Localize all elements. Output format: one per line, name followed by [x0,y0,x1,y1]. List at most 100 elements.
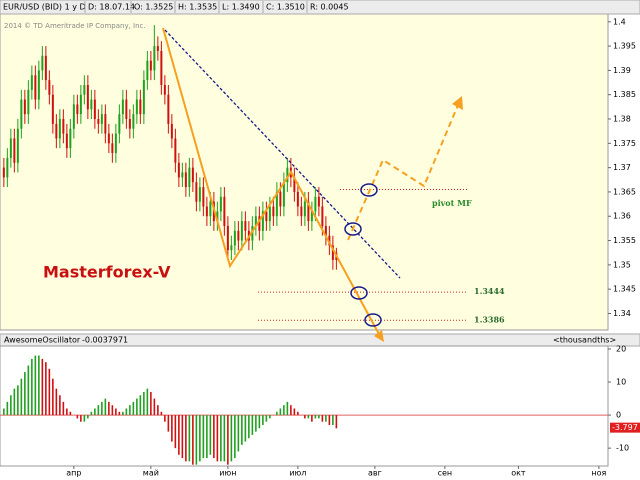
candle-body [160,50,163,85]
oscillator-title: AwesomeOscillator [4,336,81,345]
candle-body [174,138,177,163]
candle-body [27,89,30,115]
candle-body [139,99,142,115]
candle-body [209,201,212,217]
candle-body [16,128,19,163]
info-text: R: 0.0045 [310,3,349,12]
candle-body [282,182,285,207]
candle-body [205,206,208,217]
candle-body [198,187,201,202]
last-value-box [610,422,640,433]
candle-body [118,114,121,134]
candle-body [55,123,58,139]
candle-body [132,114,135,129]
x-tick-label: апр [66,469,81,478]
oscillator-value: -0.0037971 [82,336,128,345]
level-label: 1.3386 [474,314,505,324]
candle-body [107,133,110,144]
x-tick-label: ноя [591,469,606,478]
candle-body [93,99,96,120]
level-label: 1.3444 [474,286,505,296]
candle-body [216,211,219,222]
candle-body [72,104,75,129]
candle-body [170,123,173,139]
candle-body [261,211,264,231]
y-tick-label: 1.395 [613,42,636,51]
x-tick-label: июл [289,469,306,478]
marker-ellipse [350,286,368,300]
y-tick-label: 1.385 [613,90,636,99]
price-panel [0,13,609,331]
y-tick-label: 1.345 [613,285,636,294]
oscillator-panel [0,345,609,467]
y-tick-label: 1.4 [613,17,626,26]
info-text: H: 1.3535 [178,3,217,12]
candle-body [307,201,310,222]
candle-body [20,99,23,129]
marker-ellipse [364,313,382,327]
candle-body [223,196,226,226]
candle-body [104,114,107,134]
candle-body [310,211,313,222]
candle-body [279,191,282,207]
candle-body [254,216,257,226]
candle-body [41,55,44,71]
last-value-label: -3.797 [612,423,638,432]
y-tick-label: 1.39 [613,66,631,75]
candle-body [219,196,222,212]
info: D: 18.07.14O: 1.3525 H: 1.3535 L: 1.3490 C:… [84,1,349,13]
candle-body [23,99,26,115]
candle-body [226,225,229,251]
candle-body [258,216,261,231]
candle-body [149,60,152,71]
candle-body [146,60,149,81]
candle-body [100,114,103,124]
wave-line [162,27,381,337]
marker-ellipse [360,183,378,197]
candle-body [90,99,93,110]
candle-body [303,201,306,217]
candle-body [265,211,268,222]
y-tick-label: 1.38 [613,115,631,124]
candle-body [44,55,47,81]
candle-body [296,191,299,207]
info-text: L: 1.3490 [222,3,260,12]
candle-body [97,119,100,124]
candle-body [135,99,138,115]
candle-body [114,133,117,154]
candle-body [321,206,324,226]
candle-body [195,182,198,202]
candle-body [237,230,240,241]
candle-body [268,206,271,222]
candle-body [128,119,131,129]
candle-body [191,167,194,183]
candle-body [125,99,128,120]
candle-body [34,75,37,100]
candle-body [83,84,86,95]
x-tick-label: июн [219,469,236,478]
candle-body [86,84,89,110]
candle-body [181,172,184,178]
candle-body [300,206,303,217]
y-tick-label: 1.365 [613,187,636,196]
y-tick-label: 1.34 [613,309,631,318]
candle-body [275,191,278,217]
marker-ellipse [344,222,362,236]
candle-body [142,80,145,115]
candle-body [202,187,205,207]
candle-body [324,225,327,236]
candle-body [233,230,236,246]
candle-body [58,119,61,139]
candle-body [244,221,247,231]
candle-body [2,167,5,178]
candle-body [76,104,79,115]
candle-body [6,157,9,178]
candle-body [156,46,159,51]
y-tick-label: 0 [616,411,621,420]
info-text: O: 1.3525 [134,3,173,12]
candle-body [328,235,331,246]
trend-line [164,29,401,279]
candle-body [48,80,51,95]
candle-body [153,46,156,71]
